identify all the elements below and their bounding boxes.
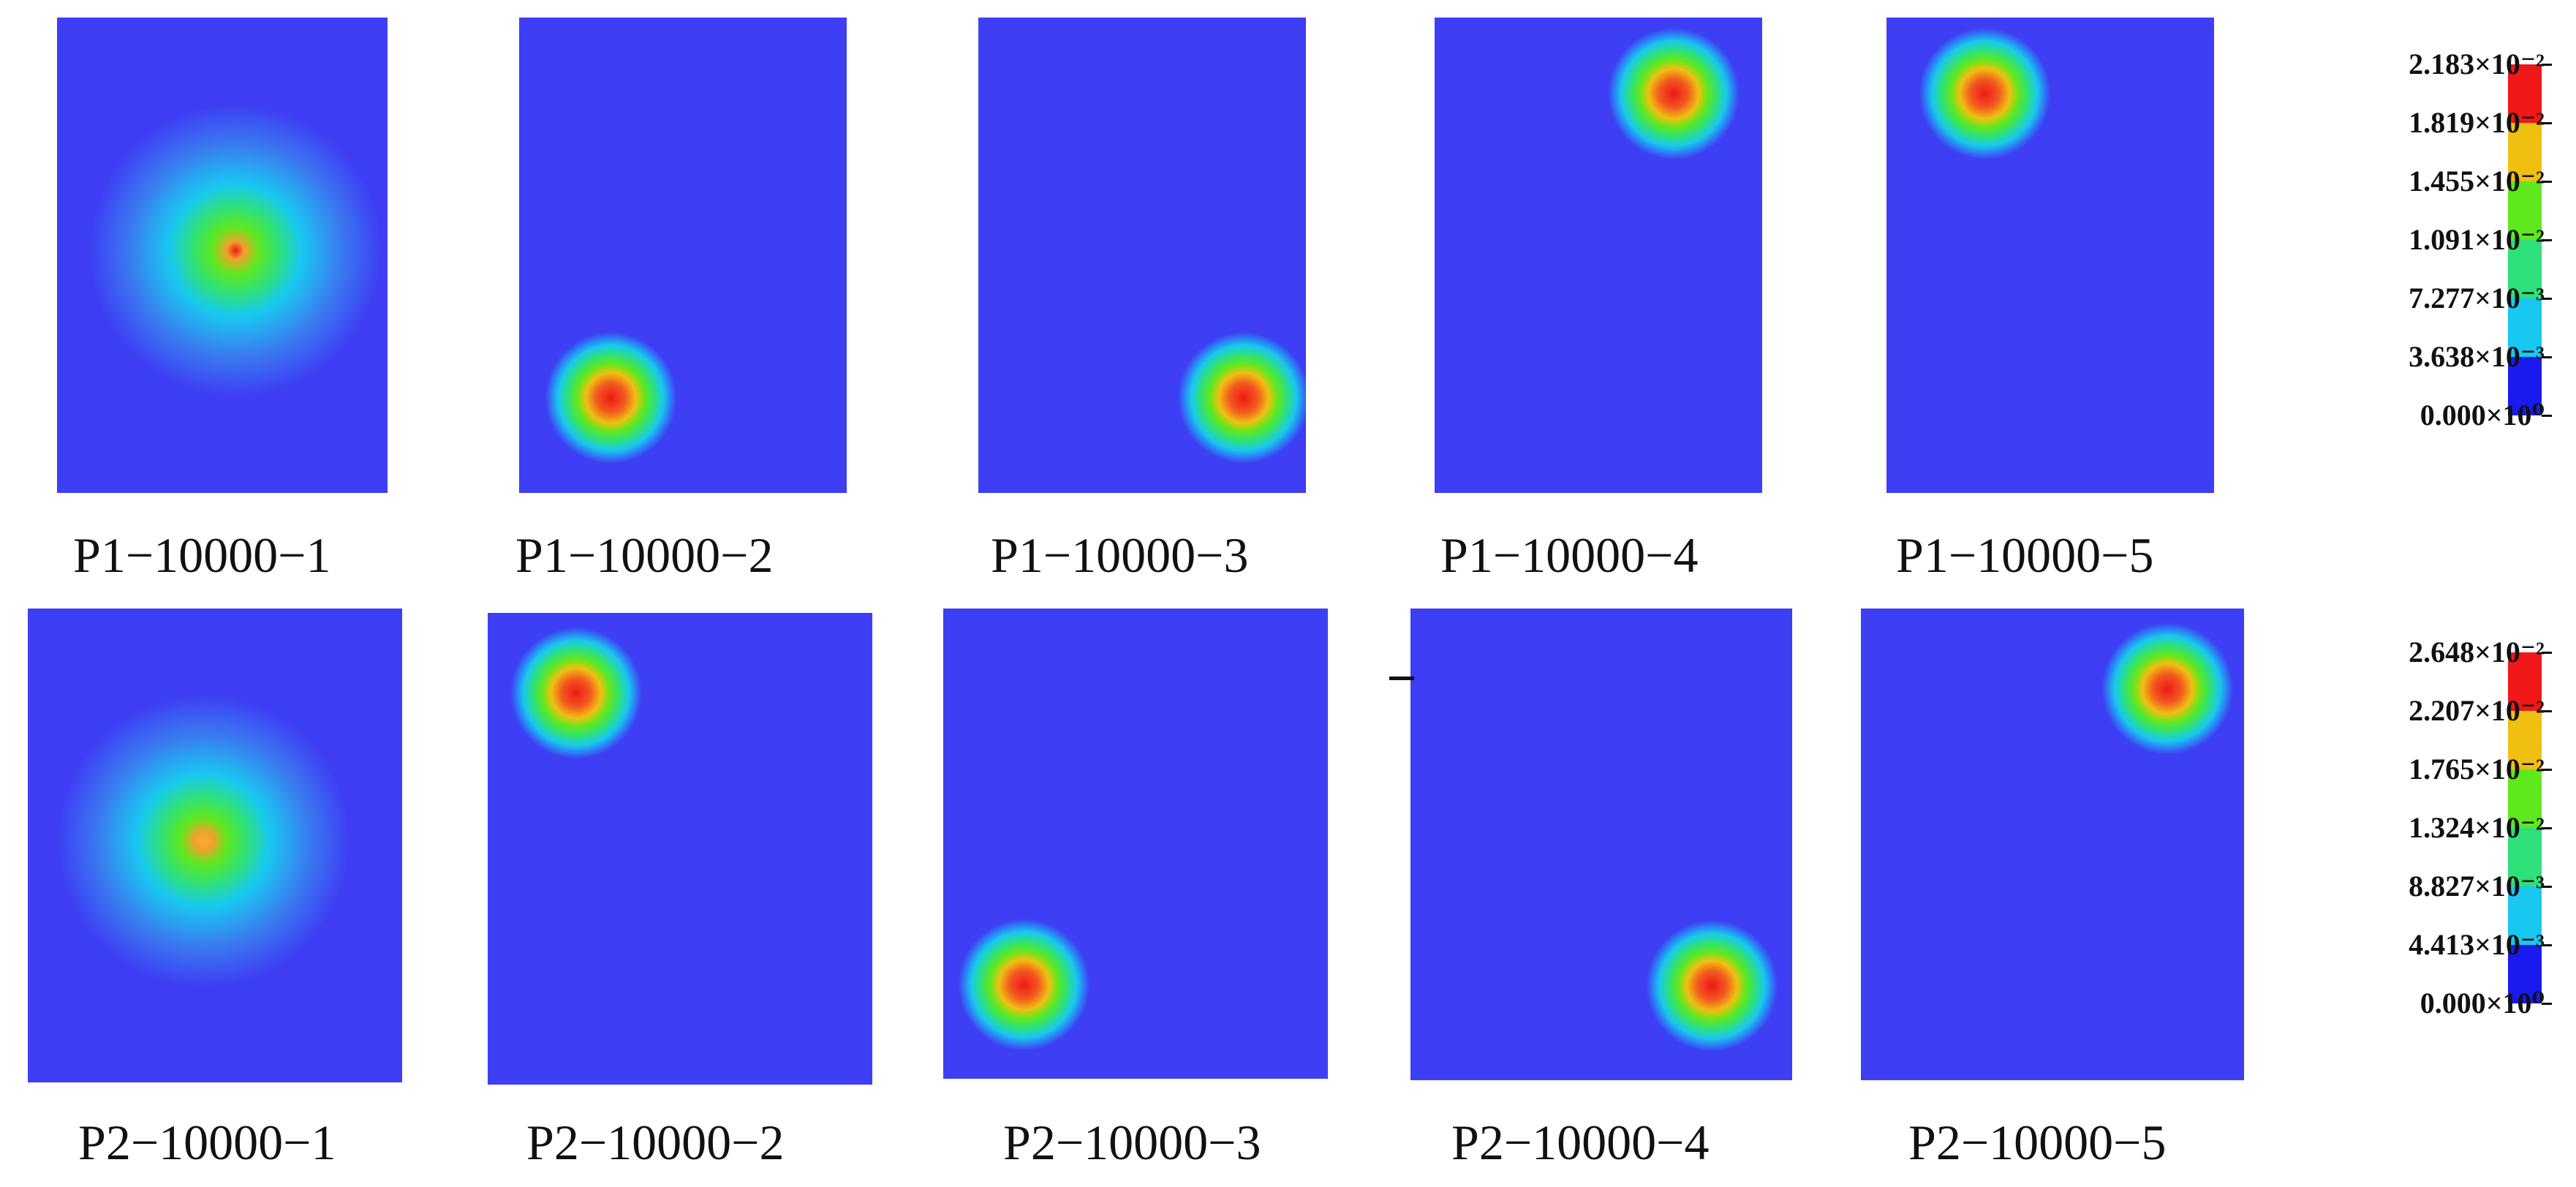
- contour-panel: [1410, 608, 1792, 1080]
- legend-tick: [2542, 886, 2552, 888]
- hotspot: [510, 627, 642, 759]
- legend-tick: [2542, 652, 2552, 654]
- legend-color-band: [2508, 828, 2542, 886]
- legend-tick-label: 2.183×10⁻²: [2409, 48, 2545, 80]
- legend-tick-label: 1.819×10⁻²: [2409, 106, 2545, 139]
- legend-tick: [2542, 64, 2552, 66]
- legend-color-band: [2508, 181, 2542, 240]
- legend-tick-label: 4.413×10⁻³: [2409, 928, 2545, 961]
- legend-tick: [2542, 415, 2552, 417]
- legend-color-band: [2508, 240, 2542, 298]
- contour-panel: [57, 18, 388, 493]
- legend-tick-label: 0.000×10⁰: [2420, 987, 2545, 1020]
- contour-panel: [943, 608, 1328, 1079]
- legend-tick-label: 1.455×10⁻²: [2409, 165, 2545, 197]
- hotspot: [1646, 920, 1778, 1052]
- contour-panel: [488, 613, 872, 1085]
- legend-tick-label: 2.207×10⁻²: [2409, 694, 2545, 727]
- hotspot: [2101, 622, 2234, 755]
- legend-tick: [2542, 122, 2552, 124]
- legend-color-band: [2508, 298, 2542, 357]
- hotspot: [1608, 28, 1740, 159]
- contour-panel: [978, 18, 1306, 493]
- panel-label: P2−10000−1: [78, 1115, 336, 1170]
- panel-label: P1−10000−3: [991, 527, 1249, 583]
- contour-panel: [1861, 608, 2244, 1080]
- contour-panel: [1886, 18, 2214, 493]
- color-scale-legend: 2.183×10⁻² 1.819×10⁻² 1.455×10⁻² 1.091×10⁻²…: [2409, 50, 2576, 445]
- legend-tick-label: 1.091×10⁻²: [2409, 223, 2545, 256]
- panel-label: P2−10000−4: [1451, 1115, 1710, 1170]
- hotspot: [958, 919, 1090, 1051]
- legend-tick-label: 1.324×10⁻²: [2409, 811, 2545, 844]
- legend-tick-label: 8.827×10⁻³: [2409, 870, 2545, 903]
- legend-tick: [2542, 239, 2552, 241]
- legend-color-band: [2508, 945, 2542, 1003]
- contour-panel: [1435, 18, 1762, 493]
- legend-tick-label: 0.000×10⁰: [2420, 399, 2545, 432]
- legend-color-band: [2508, 357, 2542, 415]
- hotspot: [89, 104, 382, 397]
- legend-color-band: [2508, 711, 2542, 769]
- legend-tick: [2542, 710, 2552, 712]
- panel-label: P2−10000−3: [1003, 1115, 1261, 1170]
- legend-tick: [2542, 1003, 2552, 1005]
- hotspot: [545, 332, 677, 464]
- legend-color-band: [2508, 769, 2542, 828]
- panel-label: P1−10000−5: [1896, 527, 2154, 583]
- legend-tick: [2542, 827, 2552, 829]
- hotspot: [1919, 28, 2051, 159]
- panel-label: P2−10000−2: [526, 1115, 785, 1170]
- legend-tick: [2542, 356, 2552, 358]
- legend-tick: [2542, 944, 2552, 946]
- hotspot: [57, 694, 350, 987]
- panel-label: P1−10000−2: [515, 527, 774, 583]
- legend-tick: [2542, 298, 2552, 300]
- hotspot: [1177, 332, 1306, 464]
- legend-tick: [2542, 769, 2552, 771]
- panel-label: P2−10000−5: [1908, 1115, 2167, 1170]
- legend-color-band: [2508, 123, 2542, 181]
- color-scale-legend: 2.648×10⁻² 2.207×10⁻² 1.765×10⁻² 1.324×10⁻²…: [2409, 638, 2576, 1033]
- panel-label: P1−10000−4: [1440, 527, 1699, 583]
- legend-tick-label: 7.277×10⁻³: [2409, 282, 2545, 314]
- legend-color-band: [2508, 886, 2542, 945]
- legend-tick-label: 1.765×10⁻²: [2409, 753, 2545, 785]
- legend-color-band: [2508, 652, 2542, 711]
- stray-mark: [1389, 677, 1414, 680]
- legend-tick: [2542, 181, 2552, 183]
- legend-tick-label: 3.638×10⁻³: [2409, 340, 2545, 373]
- legend-color-band: [2508, 64, 2542, 123]
- contour-panel: [28, 608, 402, 1082]
- contour-panel: [519, 18, 847, 493]
- legend-tick-label: 2.648×10⁻²: [2409, 636, 2545, 668]
- panel-label: P1−10000−1: [73, 527, 331, 583]
